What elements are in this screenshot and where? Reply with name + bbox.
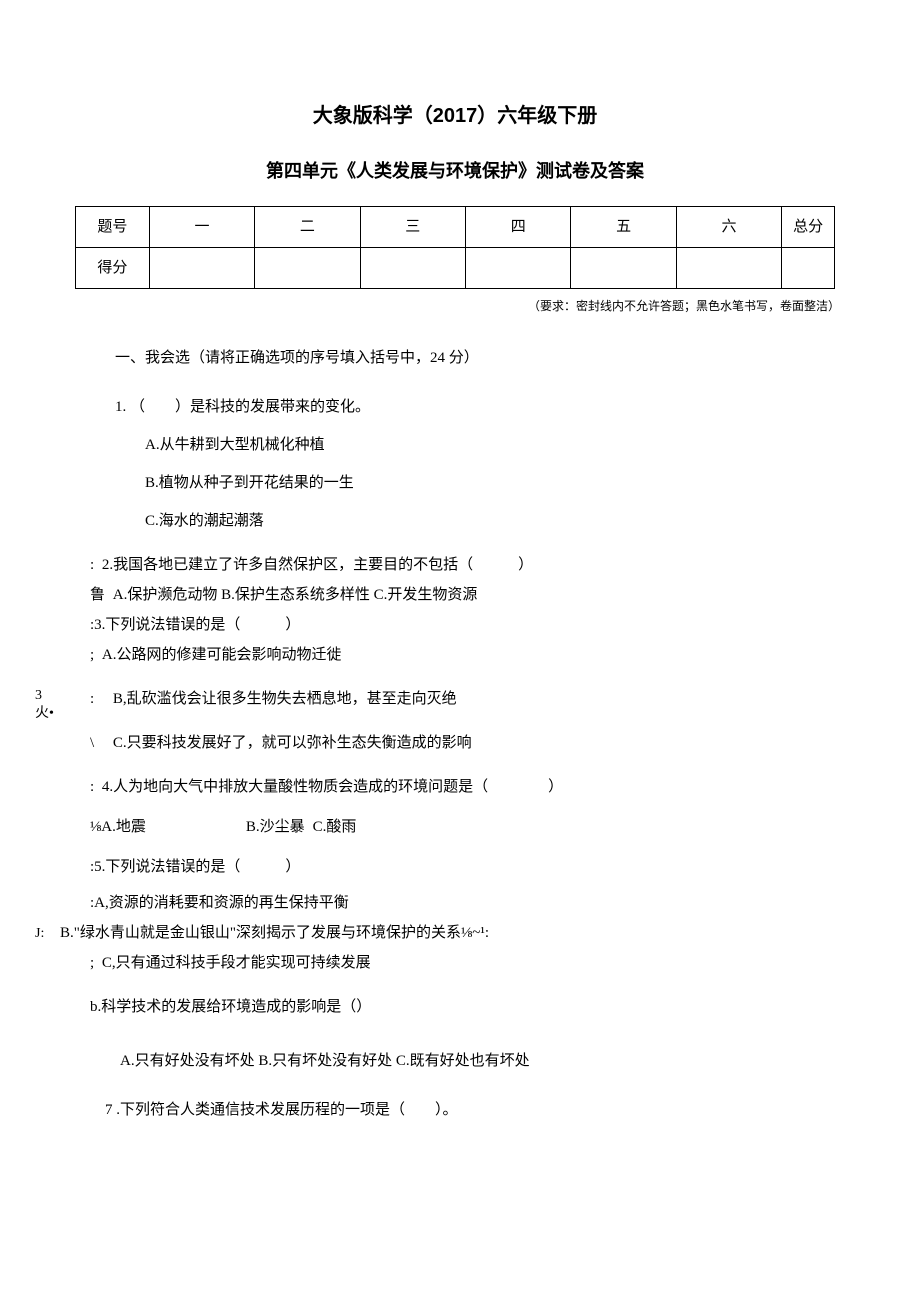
margin-mark: : xyxy=(90,691,109,707)
question-6: b.科学技术的发展给环境造成的影响是（） xyxy=(30,995,880,1019)
question-6-options: A.只有好处没有坏处 B.只有坏处没有好处 C.既有好处也有坏处 xyxy=(30,1049,880,1073)
option-c: C.只要科技发展好了，就可以弥补生态失衡造成的影响 xyxy=(113,735,472,751)
question-5-option-a: :A,资源的消耗要和资源的再生保持平衡 xyxy=(30,891,880,915)
cell-label: 得分 xyxy=(76,247,150,288)
option-a: A.从牛耕到大型机械化种植 xyxy=(115,433,860,457)
table-row: 得分 xyxy=(76,247,835,288)
option-c: C.酸雨 xyxy=(313,819,357,835)
question-stem: 4.人为地向大气中排放大量酸性物质会造成的环境问题是（ ） xyxy=(102,779,563,795)
score-table: 题号 一 二 三 四 五 六 总分 得分 xyxy=(75,206,835,289)
option-a: A.只有好处没有坏处 xyxy=(120,1053,255,1069)
document-page: 大象版科学（2017）六年级下册 第四单元《人类发展与环境保护》测试卷及答案 题… xyxy=(30,100,880,1122)
section-title: 一、我会选（请将正确选项的序号填入括号中，24 分） xyxy=(115,346,860,370)
question-5-option-c: ; C,只有通过科技手段才能实现可持续发展 xyxy=(30,951,880,975)
margin-mark: 火• xyxy=(35,703,54,725)
cell: 四 xyxy=(466,206,571,247)
options: A.从牛耕到大型机械化种植 B.植物从种子到开花结果的一生 C.海水的潮起潮落 xyxy=(115,433,860,533)
option-b: B."绿水青山就是金山银山"深刻揭示了发展与环境保护的关系⅛~¹: xyxy=(60,925,489,941)
note-text: （要求：密封线内不允许答题；黑色水笔书写，卷面整洁） xyxy=(30,297,880,316)
cell-blank xyxy=(782,247,835,288)
cell-blank xyxy=(149,247,254,288)
margin-mark: : xyxy=(90,557,94,573)
question-3-option-a: ; A.公路网的修建可能会影响动物迁徙 xyxy=(30,643,880,667)
cell-label: 题号 xyxy=(76,206,150,247)
cell-total: 总分 xyxy=(782,206,835,247)
question-3-option-b-wrap: 3 火• : B,乱砍滥伐会让很多生物失去栖息地，甚至走向灭绝 xyxy=(30,687,880,711)
option-c: C,只有通过科技手段才能实现可持续发展 xyxy=(102,955,371,971)
margin-mark: ; xyxy=(90,647,94,663)
cell: 一 xyxy=(149,206,254,247)
cell: 六 xyxy=(676,206,781,247)
question-stem: 1. （ ）是科技的发展带来的变化。 xyxy=(115,395,860,419)
margin-mark: ⅛ xyxy=(90,819,101,835)
cell-blank xyxy=(571,247,676,288)
option-c: C.既有好处也有坏处 xyxy=(396,1053,530,1069)
cell-blank xyxy=(466,247,571,288)
option-a: A.公路网的修建可能会影响动物迁徙 xyxy=(102,647,342,663)
cell-blank xyxy=(360,247,465,288)
question-stem: 7 .下列符合人类通信技术发展历程的一项是（ ）。 xyxy=(105,1102,458,1118)
margin-mark: : xyxy=(90,779,94,795)
option-b: B.植物从种子到开花结果的一生 xyxy=(115,471,860,495)
question-1: 1. （ ）是科技的发展带来的变化。 A.从牛耕到大型机械化种植 B.植物从种子… xyxy=(115,395,860,533)
option-b: B.沙尘暴 xyxy=(246,819,305,835)
cell: 五 xyxy=(571,206,676,247)
margin-mark: J: xyxy=(35,923,44,945)
question-5: :5.下列说法错误的是（ ） xyxy=(30,855,880,879)
option-a: A,资源的消耗要和资源的再生保持平衡 xyxy=(94,895,349,911)
question-stem: 2.我国各地已建立了许多自然保护区，主要目的不包括（ ） xyxy=(102,557,533,573)
option-a: A.保护濒危动物 xyxy=(113,587,218,603)
margin-mark: \ xyxy=(90,735,109,751)
margin-mark: 鲁 xyxy=(90,587,105,603)
title-sub: 第四单元《人类发展与环境保护》测试卷及答案 xyxy=(30,157,880,186)
cell-blank xyxy=(255,247,360,288)
question-2: : 2.我国各地已建立了许多自然保护区，主要目的不包括（ ） xyxy=(30,553,880,577)
content-area: 一、我会选（请将正确选项的序号填入括号中，24 分） 1. （ ）是科技的发展带… xyxy=(30,346,880,533)
option-c: C.开发生物资源 xyxy=(374,587,478,603)
option-a: A.地震 xyxy=(101,819,146,835)
question-stem: b.科学技术的发展给环境造成的影响是（） xyxy=(90,999,371,1015)
cell: 三 xyxy=(360,206,465,247)
question-stem: 3.下列说法错误的是（ ） xyxy=(94,617,300,633)
option-b: B.只有坏处没有好处 xyxy=(258,1053,392,1069)
question-4: : 4.人为地向大气中排放大量酸性物质会造成的环境问题是（ ） xyxy=(30,775,880,799)
option-b: B,乱砍滥伐会让很多生物失去栖息地，甚至走向灭绝 xyxy=(113,691,457,707)
question-3-option-c: \ C.只要科技发展好了，就可以弥补生态失衡造成的影响 xyxy=(30,731,880,755)
question-4-options: ⅛A.地震 B.沙尘暴 C.酸雨 xyxy=(30,815,880,839)
question-7: 7 .下列符合人类通信技术发展历程的一项是（ ）。 xyxy=(30,1098,880,1122)
question-5-option-b-wrap: J: B."绿水青山就是金山银山"深刻揭示了发展与环境保护的关系⅛~¹: xyxy=(30,921,880,945)
option-c: C.海水的潮起潮落 xyxy=(115,509,860,533)
question-2-options: 鲁 A.保护濒危动物 B.保护生态系统多样性 C.开发生物资源 xyxy=(30,583,880,607)
margin-mark: ; xyxy=(90,955,94,971)
question-stem: 5.下列说法错误的是（ ） xyxy=(94,859,300,875)
title-main: 大象版科学（2017）六年级下册 xyxy=(30,100,880,132)
question-3: :3.下列说法错误的是（ ） xyxy=(30,613,880,637)
cell: 二 xyxy=(255,206,360,247)
option-b: B.保护生态系统多样性 xyxy=(221,587,370,603)
cell-blank xyxy=(676,247,781,288)
table-row: 题号 一 二 三 四 五 六 总分 xyxy=(76,206,835,247)
